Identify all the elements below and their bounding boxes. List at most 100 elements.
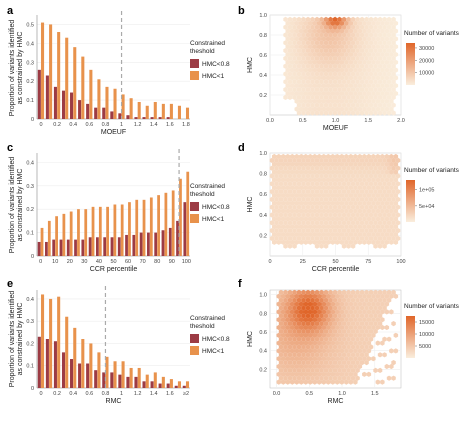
hexbin-cell [384,301,390,307]
hexbin-cell [301,321,306,327]
bar-HMC1-0.6 [89,69,93,119]
hexbin-cell [305,16,311,22]
hexbin-cell [296,71,302,77]
hexbin-cell [341,165,347,171]
hexbin-cell [364,204,369,210]
bar-HMC1-50 [113,204,117,256]
x-tick-label: 0 [39,259,42,265]
hexbin-cell [278,360,284,366]
hexbin-cell [321,208,326,214]
hexbin-cell [319,157,324,163]
hexbin-cell [362,340,367,346]
hexbin-cell [308,293,313,299]
y-tick-label: 0.3 [26,60,34,66]
hexbin-cell [319,181,324,187]
hexbin-cell [339,83,345,89]
hexbin-cell [335,169,340,175]
hexbin-cell [301,157,306,163]
hexbin-cell [319,71,324,77]
hexbin-cell [377,243,383,249]
hexbin-cell [380,153,385,160]
hexbin-cell [321,185,326,191]
hexbin-layer [269,153,401,249]
hexbin-cell [362,317,367,323]
hexbin-cell [341,63,347,69]
hexbin-cell [290,51,295,58]
hexbin-cell [332,40,338,46]
hexbin-cell [319,321,324,327]
hexbin-cell [371,83,376,89]
x-tick-label: 25 [300,259,306,265]
hexbin-cell [344,75,349,81]
hexbin-cell [290,75,295,81]
hexbin-cell [362,324,367,331]
hexbin-cell [382,94,387,100]
hexbin-cell [373,297,378,303]
hexbin-cell [350,48,356,54]
hexbin-cell [312,317,317,323]
hexbin-cell [276,239,281,245]
hexbin-cell [274,173,279,179]
hexbin-cell [328,94,333,100]
hexbin-cell [276,153,281,160]
hexbin-cell [393,90,399,97]
hexbin-cell [341,243,347,249]
hexbin-cell [296,204,302,210]
hexbin-cell [350,189,356,195]
hexbin-cell [357,224,363,230]
hexbin-cell [321,98,326,104]
hexbin-cell [359,87,365,93]
hexbin-cell [296,297,302,303]
hexbin-cell [368,165,374,171]
hexbin-cell [353,192,358,199]
hexbin-cell [350,102,356,108]
hexbin-cell [375,192,381,199]
hexbin-cell [359,32,365,38]
hexbin-cell [335,293,340,299]
hexbin-cell [353,224,358,230]
hexbin-cell [389,75,394,81]
hexbin-cell [359,55,365,61]
hexbin-cell [317,301,322,307]
hexbin-cell [328,344,333,350]
hexbin-cell [283,32,288,38]
hexbin-cell [359,305,365,311]
hexbin-cell [283,24,288,30]
hexbin-cell [355,110,360,116]
hexbin-cell [317,36,322,42]
y-tick-label: 0.1 [26,231,34,237]
hexbin-cell [326,379,331,385]
hexbin-cell [314,40,320,46]
hexbin-cell [319,352,324,358]
hexbin-cell [328,48,333,54]
hexbin-cell [341,313,347,319]
hexbin-cell [326,106,331,112]
x-axis-label: RMC [328,398,344,405]
hexbin-cell [339,379,345,385]
hexbin-cell [328,235,333,241]
hexbin-cell [337,220,342,226]
hexbin-cell [395,204,401,210]
hexbin-cell [335,340,340,346]
hexbin-cell [364,360,369,366]
hexbin-cell [344,317,349,323]
hexbin-cell [332,235,338,241]
hexbin-cell [335,317,340,323]
hexbin-cell [339,67,345,73]
hexbin-cell [301,352,306,358]
hexbin-cell [299,231,304,238]
x-tick-label: 0.4 [69,122,77,128]
hexbin-cell [292,375,297,381]
hexbin-cell [335,83,340,89]
hexbin-cell [321,177,326,183]
hexbin-cell [355,189,360,195]
hexbin-cell [335,192,340,199]
hexbin-cell [330,192,335,199]
hexbin-cell [332,360,338,366]
hexbin-cell [337,24,342,30]
hexbin-cell [362,106,367,112]
hexbin-cell [357,28,363,34]
hexbin-cell [317,363,322,370]
hexbin-cell [371,90,376,97]
hexbin-cell [375,340,381,346]
